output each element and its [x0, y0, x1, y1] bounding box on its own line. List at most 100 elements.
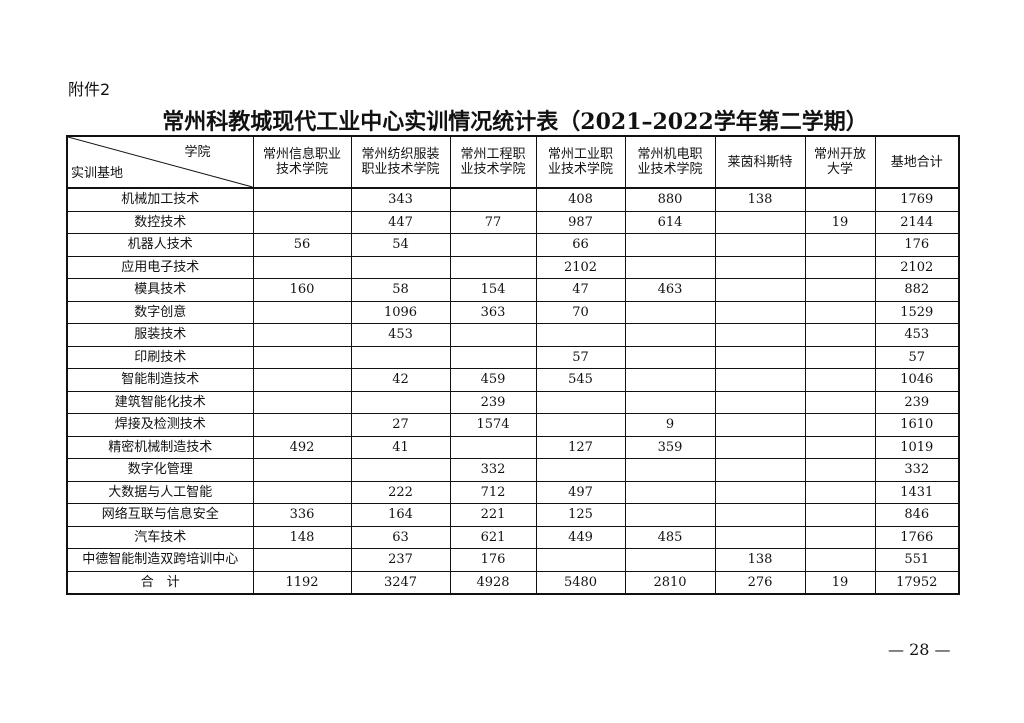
table-cell: 160: [252, 278, 352, 302]
table-cell: 221: [449, 503, 537, 527]
table-cell: 127: [535, 435, 626, 459]
table-cell: [804, 458, 876, 482]
table-cell: 545: [535, 368, 626, 392]
column-header-line: 基地合计: [890, 154, 943, 170]
table-cell: 17952: [874, 570, 960, 595]
table-row: 中德智能制造双跨培训中心 237 176 138 551: [66, 548, 960, 572]
row-label: 建筑智能化技术: [66, 390, 254, 414]
table-cell: [714, 323, 806, 347]
table-cell: [624, 345, 716, 369]
table-cell: 27: [350, 413, 451, 437]
row-label: 焊接及检测技术: [66, 413, 254, 437]
table-cell: [252, 413, 352, 437]
row-label: 大数据与人工智能: [66, 480, 254, 504]
table-cell: [252, 187, 352, 212]
table-cell: 239: [449, 390, 537, 414]
table-row: 数字创意 1096 363 70 1529: [66, 300, 960, 324]
table-cell: [804, 548, 876, 572]
table-cell: [624, 323, 716, 347]
row-label: 合 计: [66, 570, 254, 595]
table-row: 机械加工技术 343 408 880 138 1769: [66, 187, 960, 212]
table-cell: 449: [535, 525, 626, 549]
table-cell: 1610: [874, 413, 960, 437]
column-header-line: 常州纺织服装: [361, 147, 440, 162]
table-cell: [804, 525, 876, 549]
table-cell: 125: [535, 503, 626, 527]
table-cell: [714, 278, 806, 302]
column-header: 基地合计: [874, 135, 960, 189]
attachment-label: 附件2: [68, 80, 111, 99]
column-header-line: 业技术学院: [547, 162, 613, 177]
table-cell: [714, 368, 806, 392]
row-label: 精密机械制造技术: [66, 435, 254, 459]
table-cell: 336: [252, 503, 352, 527]
table-cell: 497: [535, 480, 626, 504]
table-cell: [804, 435, 876, 459]
table-row: 大数据与人工智能 222 712 497 1431: [66, 480, 960, 504]
column-header-line: 莱茵科斯特: [727, 154, 793, 170]
column-header-line: 大学: [826, 162, 853, 177]
table-cell: [624, 480, 716, 504]
table-cell: 4928: [449, 570, 537, 595]
table-cell: 882: [874, 278, 960, 302]
statistics-table: 学院 实训基地 常州信息职业 技术学院 常州纺织服装 职业技术学院 常州工程职 业技术学院…: [66, 135, 960, 595]
table-cell: [350, 255, 451, 279]
table-cell: 1769: [874, 187, 960, 212]
table-row: 汽车技术 148 63 621 449 485 1766: [66, 525, 960, 549]
table-row: 网络互联与信息安全 336 164 221 125 846: [66, 503, 960, 527]
table-cell: [449, 255, 537, 279]
table-cell: 2102: [535, 255, 626, 279]
table-cell: 63: [350, 525, 451, 549]
table-cell: 332: [874, 458, 960, 482]
table-cell: [714, 413, 806, 437]
table-cell: 1192: [252, 570, 352, 595]
column-header: 常州机电职 业技术学院: [624, 135, 716, 189]
row-label: 模具技术: [66, 278, 254, 302]
table-row: 焊接及检测技术 27 1574 9 1610: [66, 413, 960, 437]
diagonal-divider: [68, 137, 253, 187]
row-label: 网络互联与信息安全: [66, 503, 254, 527]
table-cell: [714, 345, 806, 369]
row-label: 汽车技术: [66, 525, 254, 549]
table-cell: 2144: [874, 210, 960, 234]
table-cell: 66: [535, 233, 626, 257]
table-cell: 164: [350, 503, 451, 527]
table-cell: [714, 390, 806, 414]
table-cell: [804, 233, 876, 257]
table-cell: 1529: [874, 300, 960, 324]
row-label: 机器人技术: [66, 233, 254, 257]
table-cell: [624, 458, 716, 482]
table-cell: [804, 390, 876, 414]
column-header: 常州工业职 业技术学院: [535, 135, 626, 189]
table-cell: 1574: [449, 413, 537, 437]
table-cell: [252, 368, 352, 392]
table-cell: [252, 548, 352, 572]
table-cell: 614: [624, 210, 716, 234]
table-cell: 1096: [350, 300, 451, 324]
table-cell: [714, 458, 806, 482]
table-cell: [449, 187, 537, 212]
table-cell: 880: [624, 187, 716, 212]
table-header-row: 学院 实训基地 常州信息职业 技术学院 常州纺织服装 职业技术学院 常州工程职 业技术学院…: [66, 135, 960, 189]
table-cell: [714, 233, 806, 257]
table-cell: [449, 233, 537, 257]
table-cell: [252, 255, 352, 279]
table-cell: [252, 300, 352, 324]
table-cell: 359: [624, 435, 716, 459]
table-cell: 551: [874, 548, 960, 572]
table-cell: 1019: [874, 435, 960, 459]
column-header-line: 常州开放: [813, 147, 866, 162]
table-cell: [449, 345, 537, 369]
table-cell: 408: [535, 187, 626, 212]
table-row: 数控技术 447 77 987 614 19 2144: [66, 210, 960, 234]
table-cell: 276: [714, 570, 806, 595]
table-cell: 2102: [874, 255, 960, 279]
table-cell: 57: [874, 345, 960, 369]
column-header: 常州纺织服装 职业技术学院: [350, 135, 451, 189]
table-cell: [714, 435, 806, 459]
table-cell: [624, 548, 716, 572]
table-row: 建筑智能化技术 239 239: [66, 390, 960, 414]
table-cell: 453: [874, 323, 960, 347]
table-cell: [804, 368, 876, 392]
table-cell: [252, 345, 352, 369]
